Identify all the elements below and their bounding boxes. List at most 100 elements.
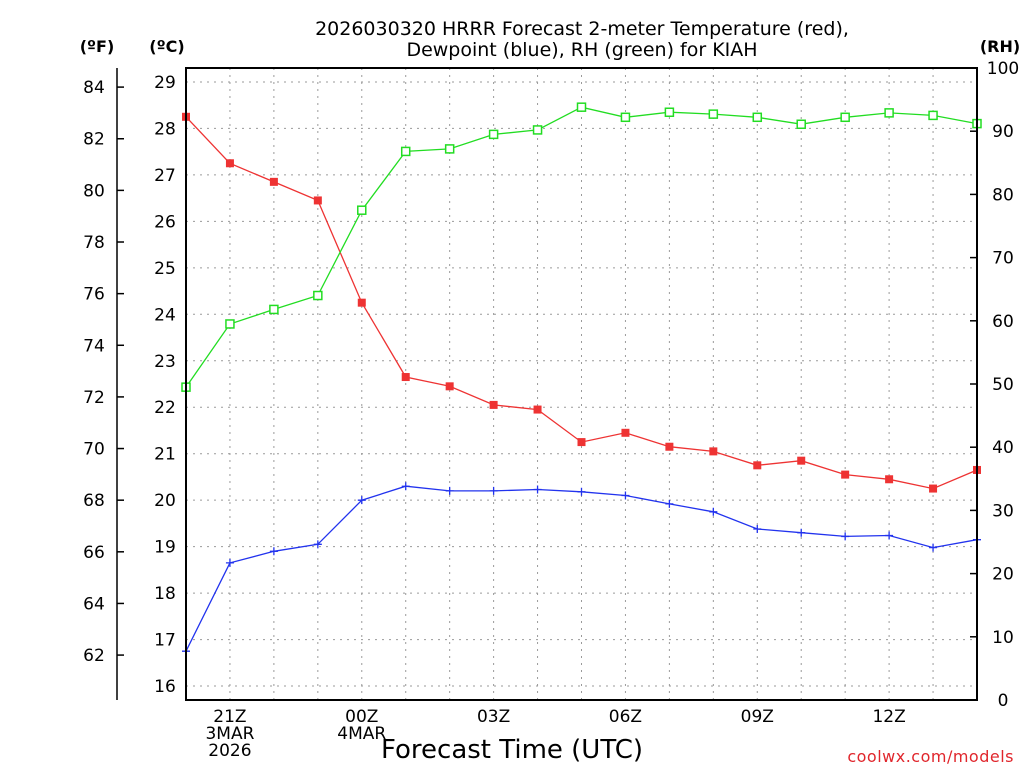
x-tick-label: 09Z [741, 707, 774, 727]
dewpoint-data-point [929, 543, 938, 552]
rh-data-point [313, 290, 323, 301]
celsius-tick-label: 20 [154, 491, 176, 511]
rh-data-point [928, 110, 938, 121]
temperature-data-point [489, 400, 498, 409]
dewpoint-data-point [269, 547, 278, 556]
rh-data-point [708, 109, 719, 119]
x-tick-label: 4MAR [337, 724, 386, 744]
plot-frame [185, 67, 978, 701]
rh-tick-label: 40 [992, 438, 1014, 458]
rh-data-point [620, 112, 631, 123]
chart-title-line-1: 2026030320 HRRR Forecast 2-meter Tempera… [315, 18, 849, 40]
axis-layer: 16 17 18 19 20 21 22 23 24 25 26 27 28 29 62 64 66 68 70 72… [83, 59, 1019, 761]
fahrenheit-tick-label: 64 [83, 594, 105, 614]
celsius-tick-label: 28 [154, 119, 176, 139]
temperature-data-point [753, 461, 762, 470]
celsius-tick-label: 29 [154, 73, 176, 93]
dewpoint-data-point [313, 540, 322, 549]
fahrenheit-tick-label: 74 [83, 336, 105, 356]
temperature-data-point [577, 438, 586, 447]
rh-tick-label: 50 [992, 375, 1014, 395]
x-tick-label: 12Z [872, 707, 905, 727]
temperature-data-point [929, 484, 938, 493]
dewpoint-data-point [357, 496, 366, 505]
x-tick-label: 21Z [213, 707, 246, 727]
temperature-data-point [797, 456, 806, 465]
rh-tick-label: 10 [992, 628, 1014, 648]
x-tick-label: 06Z [609, 707, 642, 727]
rh-data-point [664, 107, 675, 117]
temperature-data-point [401, 373, 410, 382]
temperature-data-point [445, 382, 454, 391]
watermark-text: coolwx.com/models [847, 747, 1014, 766]
rh-tick-label: 0 [998, 691, 1009, 711]
rh-data-point [357, 205, 367, 215]
dewpoint-data-point [489, 486, 498, 495]
fahrenheit-tick-label: 72 [83, 388, 105, 408]
dewpoint-data-point [401, 482, 410, 491]
dewpoint-data-point [577, 487, 586, 496]
chart-title-line-2: Dewpoint (blue), RH (green) for KIAH [406, 39, 757, 61]
celsius-tick-label: 18 [154, 584, 176, 604]
temperature-data-point [841, 470, 850, 479]
fahrenheit-tick-label: 62 [83, 646, 105, 666]
dewpoint-data-point [885, 531, 894, 540]
rh-data-point [269, 304, 279, 315]
dewpoint-data-point [621, 491, 630, 500]
temperature-data-point [269, 177, 278, 186]
dewpoint-data-point [533, 485, 542, 494]
rh-data-point [400, 146, 411, 157]
temperature-data-point [225, 159, 234, 168]
rh-tick-label: 90 [992, 122, 1014, 142]
rh-data-point [576, 102, 587, 112]
x-tick-label: 00Z [345, 707, 378, 727]
dewpoint-data-point [841, 532, 850, 541]
celsius-tick-label: 19 [154, 538, 176, 558]
celsius-tick-label: 25 [154, 259, 176, 279]
temperature-data-point [533, 405, 542, 414]
fahrenheit-tick-label: 78 [83, 233, 105, 253]
celsius-tick-label: 17 [154, 631, 176, 651]
x-tick-label: 2026 [208, 741, 251, 761]
dewpoint-data-point [797, 528, 806, 537]
rh-data-point [488, 129, 499, 140]
x-tick-label: 03Z [477, 707, 510, 727]
fahrenheit-tick-label: 70 [83, 440, 105, 460]
rh-data-point [444, 144, 455, 154]
fahrenheit-tick-label: 68 [83, 491, 105, 511]
celsius-tick-label: 21 [154, 445, 176, 465]
celsius-tick-label: 16 [154, 677, 176, 697]
dewpoint-data-point [753, 524, 762, 533]
fahrenheit-tick-label: 80 [83, 181, 105, 201]
rh-tick-label: 30 [992, 501, 1014, 521]
dewpoint-data-point [225, 558, 234, 567]
celsius-unit-label: (ºC) [149, 37, 184, 56]
rh-series-line [185, 106, 978, 388]
rh-tick-label: 80 [992, 185, 1014, 205]
temperature-data-point [621, 428, 630, 437]
celsius-tick-label: 27 [154, 166, 176, 186]
temperature-data-point [709, 447, 718, 456]
rh-tick-label: 60 [992, 312, 1014, 332]
celsius-tick-label: 24 [154, 305, 176, 325]
fahrenheit-tick-label: 66 [83, 543, 105, 563]
rh-data-point [796, 119, 806, 129]
rh-tick-label: 100 [987, 59, 1019, 79]
celsius-tick-label: 23 [154, 352, 176, 372]
temperature-data-point [885, 475, 894, 484]
grid-layer [186, 68, 977, 700]
rh-data-point [225, 319, 235, 329]
dewpoint-data-point [709, 507, 718, 516]
temperature-data-point [665, 442, 674, 451]
rh-data-point [840, 112, 850, 123]
rh-data-point [884, 108, 894, 118]
celsius-tick-label: 22 [154, 398, 176, 418]
rh-data-point [752, 112, 763, 123]
rh-tick-label: 70 [992, 249, 1014, 269]
rh-data-point [532, 125, 543, 135]
dewpoint-data-point [445, 486, 454, 495]
x-tick-label: 3MAR [205, 724, 254, 744]
x-axis-title: Forecast Time (UTC) [381, 735, 643, 765]
temperature-data-point [357, 298, 366, 307]
